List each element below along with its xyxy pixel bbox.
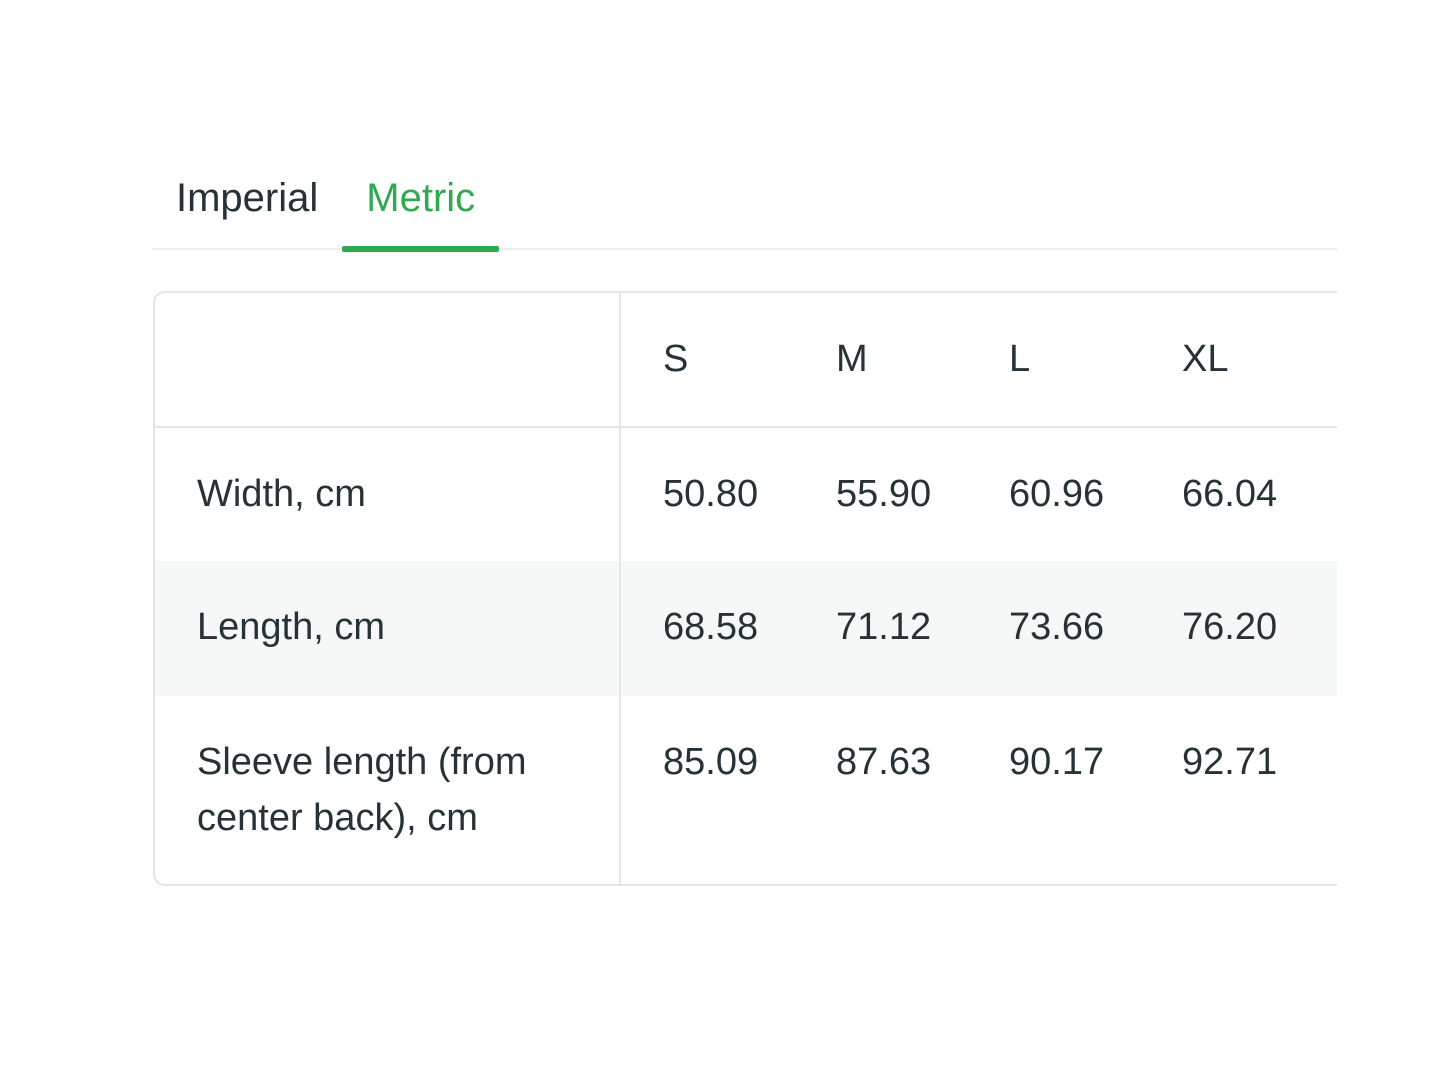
- header-cell-empty: [155, 293, 621, 428]
- header-cell-overflow: [1313, 293, 1337, 428]
- size-value: 55.90: [836, 473, 932, 515]
- size-value: 90.17: [1009, 741, 1105, 783]
- row-label-width: Width, cm: [155, 428, 621, 561]
- tab-metric[interactable]: Metric: [342, 144, 500, 252]
- size-value: 76.20: [1182, 606, 1278, 648]
- size-table-scroll-container[interactable]: S M L XL Width, cm 50.80 55.90 60.96 66.…: [153, 291, 1337, 886]
- size-value: 66.04: [1182, 473, 1278, 515]
- table-row-length: Length, cm 68.58 71.12 73.66 76.20: [155, 561, 1337, 696]
- size-value: 73.66: [1009, 606, 1105, 648]
- size-value-overflow: [1313, 428, 1337, 561]
- unit-tabs: Imperial Metric: [152, 144, 1337, 252]
- size-chart-panel: Imperial Metric S M L XL: [152, 0, 1337, 886]
- size-chart-table: S M L XL Width, cm 50.80 55.90 60.96 66.…: [155, 293, 1337, 884]
- header-cell-size-l: L: [967, 293, 1140, 428]
- size-value: 85.09: [663, 741, 759, 783]
- size-value: 92.71: [1182, 741, 1278, 783]
- size-value: 71.12: [836, 606, 932, 648]
- table-row-width: Width, cm 50.80 55.90 60.96 66.04: [155, 428, 1337, 561]
- tab-imperial[interactable]: Imperial: [152, 144, 342, 248]
- row-label-length: Length, cm: [155, 561, 621, 696]
- size-value: 50.80: [663, 473, 759, 515]
- header-cell-size-m: M: [794, 293, 967, 428]
- header-cell-size-s: S: [621, 293, 794, 428]
- header-cell-size-xl: XL: [1140, 293, 1313, 428]
- size-value: 60.96: [1009, 473, 1105, 515]
- size-value: 87.63: [836, 741, 932, 783]
- size-value-overflow: [1313, 561, 1337, 696]
- size-value-overflow: [1313, 696, 1337, 884]
- size-value: 68.58: [663, 606, 759, 648]
- table-row-sleeve-length: Sleeve length (from center back), cm 85.…: [155, 696, 1337, 884]
- table-header-row: S M L XL: [155, 293, 1337, 428]
- row-label-sleeve-length: Sleeve length (from center back), cm: [155, 696, 621, 884]
